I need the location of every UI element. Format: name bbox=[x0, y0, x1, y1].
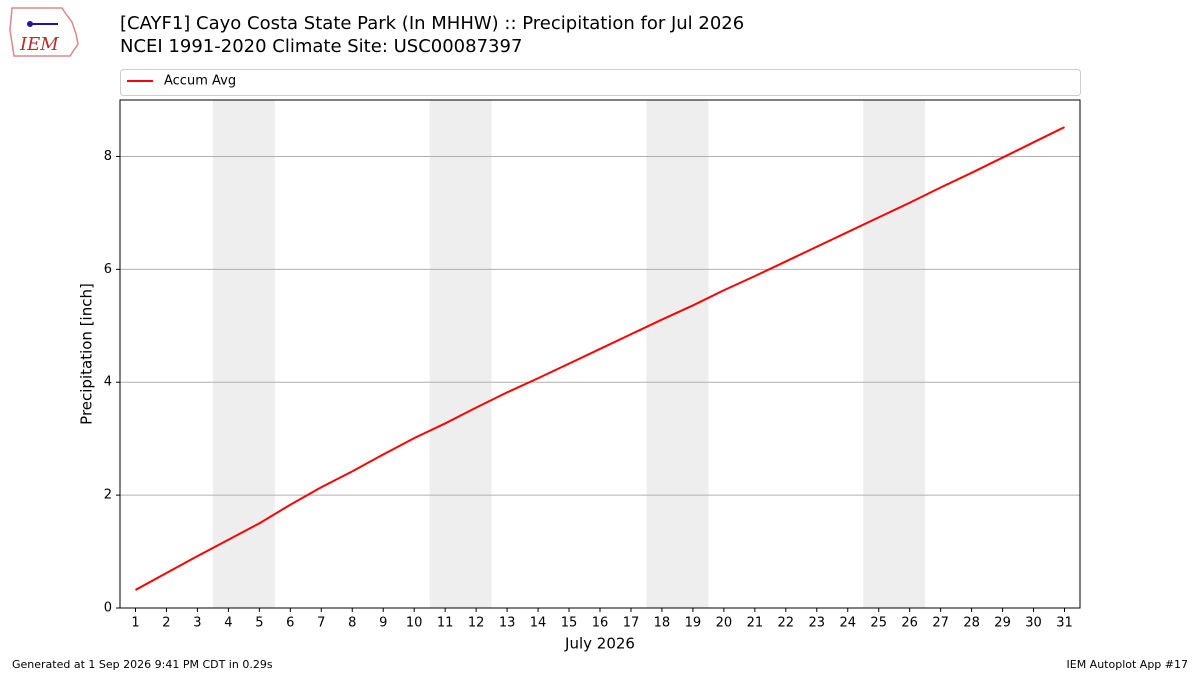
x-tick-label: 10 bbox=[406, 616, 423, 631]
x-tick-label: 21 bbox=[747, 616, 764, 631]
x-tick-label: 12 bbox=[468, 616, 485, 631]
x-tick-label: 19 bbox=[685, 616, 702, 631]
y-axis-label: Precipitation [inch] bbox=[78, 283, 96, 425]
x-tick-label: 31 bbox=[1056, 616, 1073, 631]
x-tick-label: 17 bbox=[623, 616, 640, 631]
footer-left: Generated at 1 Sep 2026 9:41 PM CDT in 0… bbox=[12, 658, 273, 671]
x-tick-label: 16 bbox=[592, 616, 609, 631]
x-tick-label: 5 bbox=[255, 616, 263, 631]
x-tick-label: 22 bbox=[778, 616, 795, 631]
x-tick-label: 27 bbox=[932, 616, 949, 631]
x-tick-label: 3 bbox=[193, 616, 201, 631]
weekend-shade bbox=[863, 100, 926, 608]
legend-box bbox=[120, 69, 1081, 96]
x-tick-label: 15 bbox=[561, 616, 578, 631]
x-tick-label: 20 bbox=[716, 616, 733, 631]
x-tick-label: 23 bbox=[809, 616, 826, 631]
weekend-shade bbox=[212, 100, 275, 608]
x-tick-label: 8 bbox=[348, 616, 356, 631]
x-axis-label: July 2026 bbox=[564, 635, 635, 653]
x-tick-label: 1 bbox=[131, 616, 139, 631]
footer-right: IEM Autoplot App #17 bbox=[1067, 658, 1189, 671]
x-tick-label: 9 bbox=[379, 616, 387, 631]
y-tick-label: 2 bbox=[104, 488, 112, 503]
y-tick-label: 6 bbox=[104, 262, 112, 277]
x-tick-label: 25 bbox=[870, 616, 887, 631]
x-tick-label: 4 bbox=[224, 616, 232, 631]
x-tick-label: 24 bbox=[839, 616, 856, 631]
x-tick-label: 29 bbox=[994, 616, 1011, 631]
x-tick-label: 2 bbox=[162, 616, 170, 631]
weekend-shade bbox=[646, 100, 709, 608]
x-tick-label: 11 bbox=[437, 616, 454, 631]
x-tick-label: 30 bbox=[1025, 616, 1042, 631]
x-tick-label: 7 bbox=[317, 616, 325, 631]
series-line bbox=[135, 126, 1065, 591]
logo-outline bbox=[9, 7, 79, 57]
plot-frame bbox=[119, 99, 1081, 609]
x-tick-label: 18 bbox=[654, 616, 671, 631]
y-tick-label: 0 bbox=[104, 601, 112, 616]
weekend-shade bbox=[429, 100, 492, 608]
y-tick-label: 4 bbox=[104, 375, 112, 390]
logo-text: IEM bbox=[19, 34, 59, 55]
y-tick-label: 8 bbox=[104, 149, 112, 164]
chart-title: [CAYF1] Cayo Costa State Park (In MHHW) … bbox=[120, 13, 744, 34]
chart-subtitle: NCEI 1991-2020 Climate Site: USC00087397 bbox=[120, 36, 522, 57]
logo-icon bbox=[27, 21, 33, 27]
logo: IEM bbox=[9, 7, 79, 57]
legend-label: Accum Avg bbox=[164, 74, 236, 89]
x-tick-label: 6 bbox=[286, 616, 294, 631]
x-tick-label: 28 bbox=[963, 616, 980, 631]
x-tick-label: 13 bbox=[499, 616, 516, 631]
x-tick-label: 14 bbox=[530, 616, 547, 631]
x-tick-label: 26 bbox=[901, 616, 918, 631]
